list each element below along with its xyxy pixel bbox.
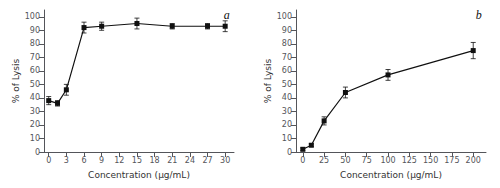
svg-text:10: 10 (282, 134, 292, 143)
svg-text:40: 40 (30, 93, 40, 102)
svg-text:150: 150 (423, 156, 438, 165)
svg-text:18: 18 (149, 156, 159, 165)
svg-text:50: 50 (340, 156, 350, 165)
svg-text:9: 9 (99, 156, 104, 165)
svg-text:70: 70 (30, 53, 40, 62)
svg-text:% of Lysis: % of Lysis (11, 59, 21, 104)
svg-text:% of Lysis: % of Lysis (263, 59, 273, 104)
svg-text:10: 10 (30, 134, 40, 143)
svg-text:90: 90 (30, 26, 40, 35)
svg-text:Concentration (μg/mL): Concentration (μg/mL) (340, 170, 442, 180)
svg-text:25: 25 (319, 156, 329, 165)
svg-text:27: 27 (202, 156, 212, 165)
svg-text:b: b (476, 8, 482, 22)
svg-text:6: 6 (81, 156, 86, 165)
svg-text:15: 15 (132, 156, 142, 165)
svg-text:0: 0 (46, 156, 51, 165)
svg-text:125: 125 (402, 156, 417, 165)
svg-text:3: 3 (64, 156, 69, 165)
svg-text:20: 20 (282, 120, 292, 129)
svg-text:21: 21 (167, 156, 177, 165)
svg-text:90: 90 (282, 26, 292, 35)
svg-text:30: 30 (282, 107, 292, 116)
svg-text:100: 100 (277, 12, 292, 21)
svg-text:30: 30 (220, 156, 230, 165)
svg-text:80: 80 (282, 39, 292, 48)
svg-text:12: 12 (114, 156, 124, 165)
svg-text:0: 0 (287, 148, 292, 157)
svg-text:a: a (224, 8, 230, 22)
svg-text:75: 75 (362, 156, 372, 165)
svg-text:20: 20 (30, 120, 40, 129)
svg-text:80: 80 (30, 39, 40, 48)
svg-text:40: 40 (282, 93, 292, 102)
svg-text:70: 70 (282, 53, 292, 62)
svg-text:Concentration (μg/mL): Concentration (μg/mL) (88, 170, 190, 180)
svg-text:60: 60 (282, 66, 292, 75)
svg-text:200: 200 (466, 156, 481, 165)
svg-text:100: 100 (380, 156, 395, 165)
svg-text:50: 50 (282, 80, 292, 89)
svg-text:0: 0 (35, 148, 40, 157)
svg-text:175: 175 (444, 156, 459, 165)
svg-text:30: 30 (30, 107, 40, 116)
svg-text:0: 0 (300, 156, 305, 165)
svg-text:50: 50 (30, 80, 40, 89)
svg-text:24: 24 (185, 156, 195, 165)
svg-text:100: 100 (25, 12, 40, 21)
svg-text:60: 60 (30, 66, 40, 75)
